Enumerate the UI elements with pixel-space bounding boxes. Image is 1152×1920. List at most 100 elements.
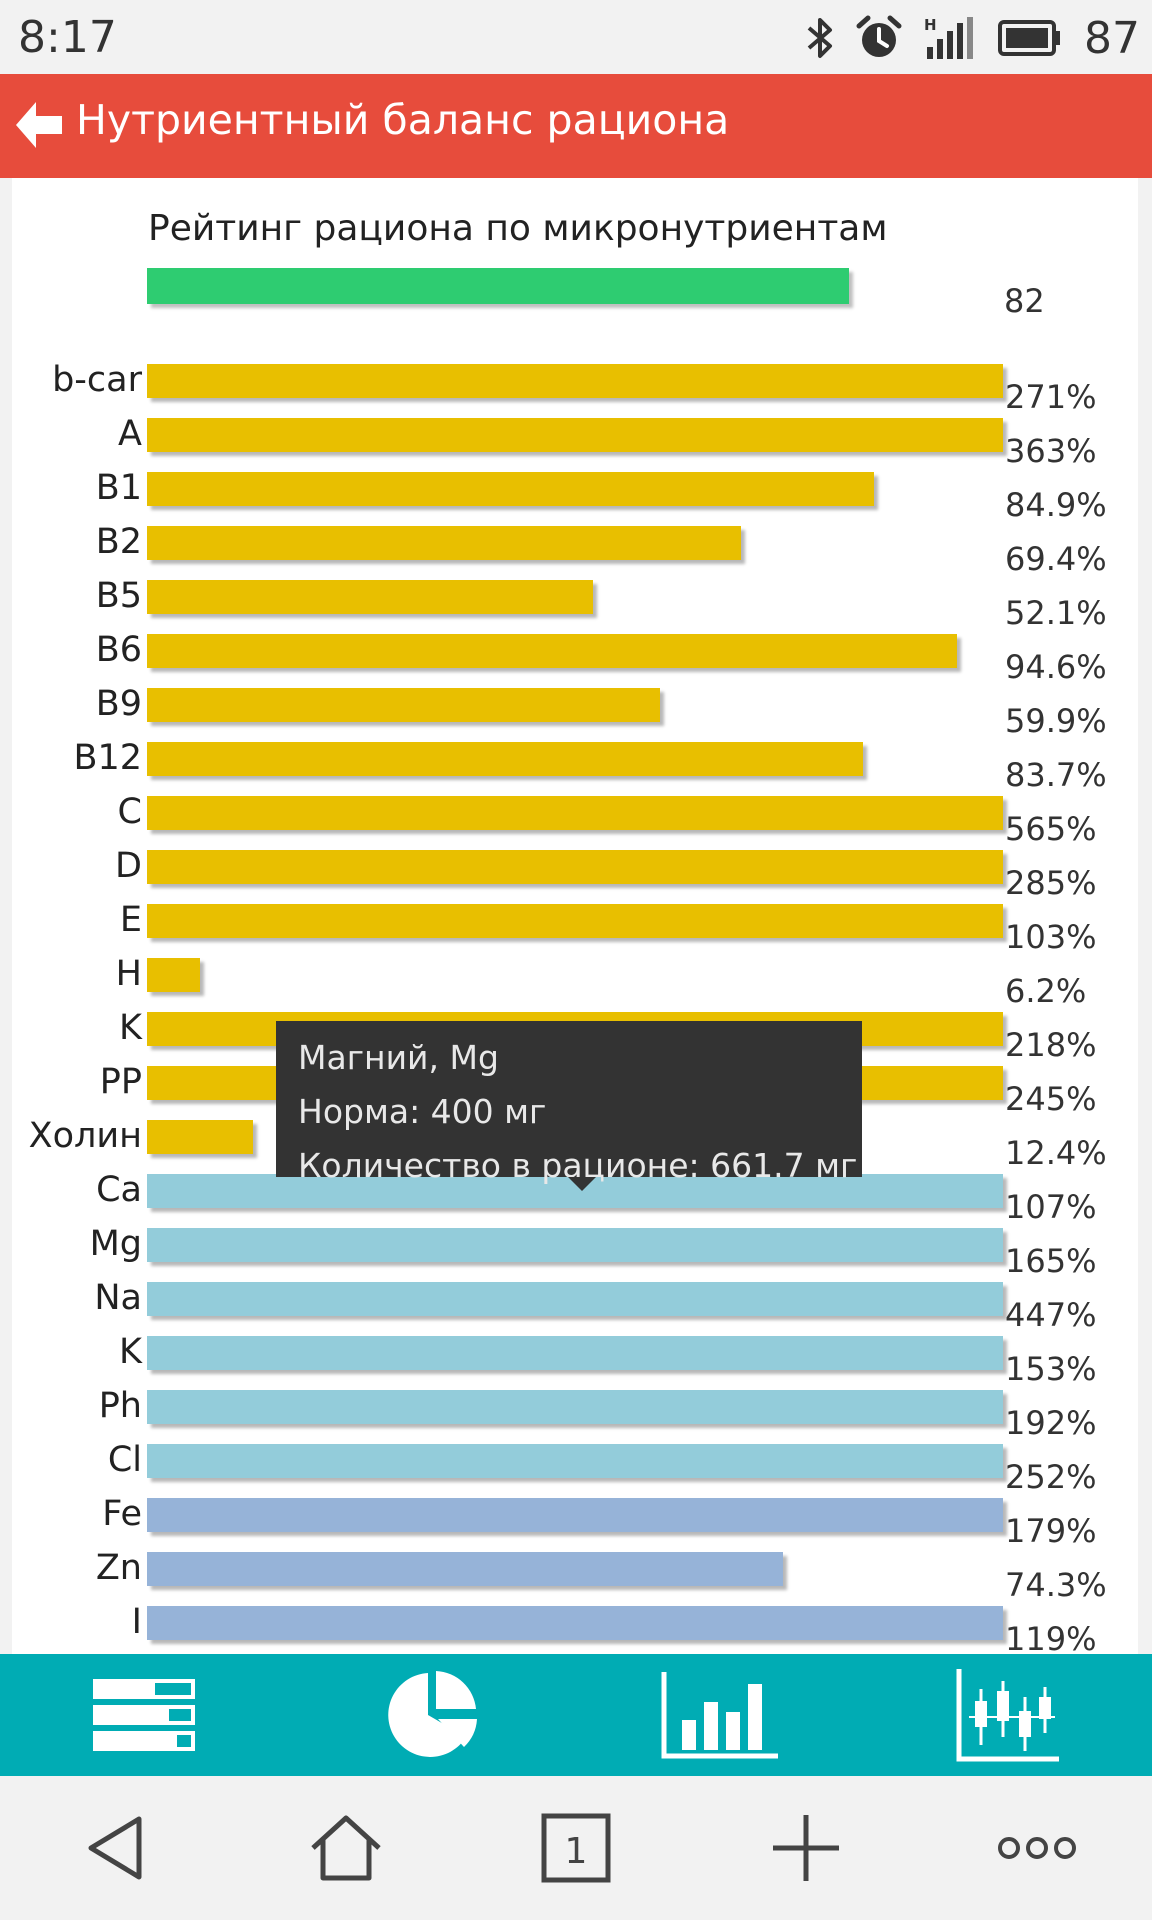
bar-value-label: 153% (1005, 1350, 1097, 1388)
tooltip-arrow (568, 1177, 596, 1191)
tab-bar (0, 1654, 1152, 1776)
more-icon (997, 1836, 1077, 1860)
chart-row[interactable]: Холин 12.4% (12, 1116, 1138, 1172)
bar-label: PP (99, 1062, 142, 1102)
bar[interactable] (147, 580, 593, 614)
bar-value-label: 285% (1005, 864, 1097, 902)
signal-icon: H (924, 15, 976, 61)
bar[interactable] (147, 472, 874, 506)
bar-label: C (117, 792, 142, 832)
bar[interactable] (147, 1552, 783, 1586)
list-bars-icon (91, 1677, 197, 1753)
bar[interactable] (147, 1336, 1003, 1370)
nutrient-bar-chart: b-car 271% A 363% B1 84.9% B2 69.4% B5 52.1% B6 94.… (12, 178, 1138, 1654)
rating-bar (147, 268, 849, 304)
bar[interactable] (147, 526, 741, 560)
system-nav-bar: 1 (0, 1776, 1152, 1920)
bar[interactable] (147, 1282, 1003, 1316)
tab-bars[interactable] (576, 1654, 864, 1776)
bar[interactable] (147, 1498, 1003, 1532)
chart-row[interactable]: Na 447% (12, 1278, 1138, 1334)
bar-label: B9 (95, 684, 142, 724)
nav-add-button[interactable] (691, 1776, 921, 1920)
bar[interactable] (147, 958, 200, 992)
bar-value-label: 245% (1005, 1080, 1097, 1118)
bar[interactable] (147, 688, 660, 722)
bar[interactable] (147, 364, 1003, 398)
bar-label: Mg (89, 1224, 142, 1264)
bar-value-label: 218% (1005, 1026, 1097, 1064)
bar-value-label: 74.3% (1005, 1566, 1107, 1604)
back-triangle-icon (85, 1815, 145, 1881)
bar[interactable] (147, 904, 1003, 938)
tooltip-title: Магний, Mg (298, 1038, 499, 1077)
bar-label: Ph (98, 1386, 142, 1426)
tabs-icon: 1 (541, 1813, 611, 1883)
bar-value-label: 12.4% (1005, 1134, 1107, 1172)
chart-row[interactable]: H 6.2% (12, 954, 1138, 1010)
chart-row[interactable]: b-car 271% (12, 360, 1138, 416)
chart-row[interactable]: Mg 165% (12, 1224, 1138, 1280)
bar[interactable] (147, 1228, 1003, 1262)
status-icons: H 87 (806, 10, 1140, 66)
bar-label: K (119, 1332, 142, 1372)
bar[interactable] (147, 850, 1003, 884)
chart-row[interactable]: B2 69.4% (12, 522, 1138, 578)
chart-row[interactable]: K 153% (12, 1332, 1138, 1388)
chart-row[interactable]: Ca 107% (12, 1170, 1138, 1226)
bar-value-label: 271% (1005, 378, 1097, 416)
chart-row[interactable]: Cl 252% (12, 1440, 1138, 1496)
home-icon (309, 1814, 383, 1882)
page-title: Нутриентный баланс рациона (76, 96, 730, 144)
bar-value-label: 6.2% (1005, 972, 1087, 1010)
bar-label: I (131, 1602, 142, 1642)
bar-value-label: 565% (1005, 810, 1097, 848)
chart-row[interactable]: B9 59.9% (12, 684, 1138, 740)
chart-row[interactable]: A 363% (12, 414, 1138, 470)
rating-title: Рейтинг рациона по микронутриентам (148, 208, 888, 249)
arrow-left-icon[interactable] (12, 98, 66, 152)
bar-value-label: 179% (1005, 1512, 1097, 1550)
chart-row[interactable]: E 103% (12, 900, 1138, 956)
nav-tabs-button[interactable]: 1 (461, 1776, 691, 1920)
chart-row[interactable]: C 565% (12, 792, 1138, 848)
chart-row[interactable]: B1 84.9% (12, 468, 1138, 524)
nav-home-button[interactable] (230, 1776, 460, 1920)
chart-row[interactable]: B6 94.6% (12, 630, 1138, 686)
bar-label: B6 (95, 630, 142, 670)
bar[interactable] (147, 1444, 1003, 1478)
chart-row[interactable]: B12 83.7% (12, 738, 1138, 794)
chart-row[interactable]: D 285% (12, 846, 1138, 902)
bar-value-label: 69.4% (1005, 540, 1107, 578)
bar-value-label: 84.9% (1005, 486, 1107, 524)
status-bar: 8:17 H 87 (0, 0, 1152, 74)
bluetooth-icon (806, 16, 834, 60)
bar[interactable] (147, 1390, 1003, 1424)
bar-value-label: 447% (1005, 1296, 1097, 1334)
pie-chart-icon (382, 1665, 482, 1765)
bar[interactable] (147, 742, 863, 776)
tab-list[interactable] (0, 1654, 288, 1776)
bar[interactable] (147, 1606, 1003, 1640)
chart-row[interactable]: I 119% (12, 1602, 1138, 1654)
chart-row[interactable]: Fe 179% (12, 1494, 1138, 1550)
bar-label: Fe (102, 1494, 142, 1534)
bar-value-label: 252% (1005, 1458, 1097, 1496)
bar-label: Ca (96, 1170, 142, 1210)
bar[interactable] (147, 634, 957, 668)
nav-back-button[interactable] (0, 1776, 230, 1920)
bar-value-label: 103% (1005, 918, 1097, 956)
rating-value: 82 (1004, 282, 1045, 320)
chart-row[interactable]: Ph 192% (12, 1386, 1138, 1442)
bar[interactable] (147, 1120, 253, 1154)
nav-more-button[interactable] (922, 1776, 1152, 1920)
chart-row[interactable]: B5 52.1% (12, 576, 1138, 632)
chart-row[interactable]: Zn 74.3% (12, 1548, 1138, 1604)
tab-pie[interactable] (288, 1654, 576, 1776)
tab-candles[interactable] (864, 1654, 1152, 1776)
bar-label: B2 (95, 522, 142, 562)
bar-label: K (119, 1008, 142, 1048)
bar[interactable] (147, 418, 1003, 452)
alarm-icon (856, 15, 902, 61)
bar[interactable] (147, 796, 1003, 830)
